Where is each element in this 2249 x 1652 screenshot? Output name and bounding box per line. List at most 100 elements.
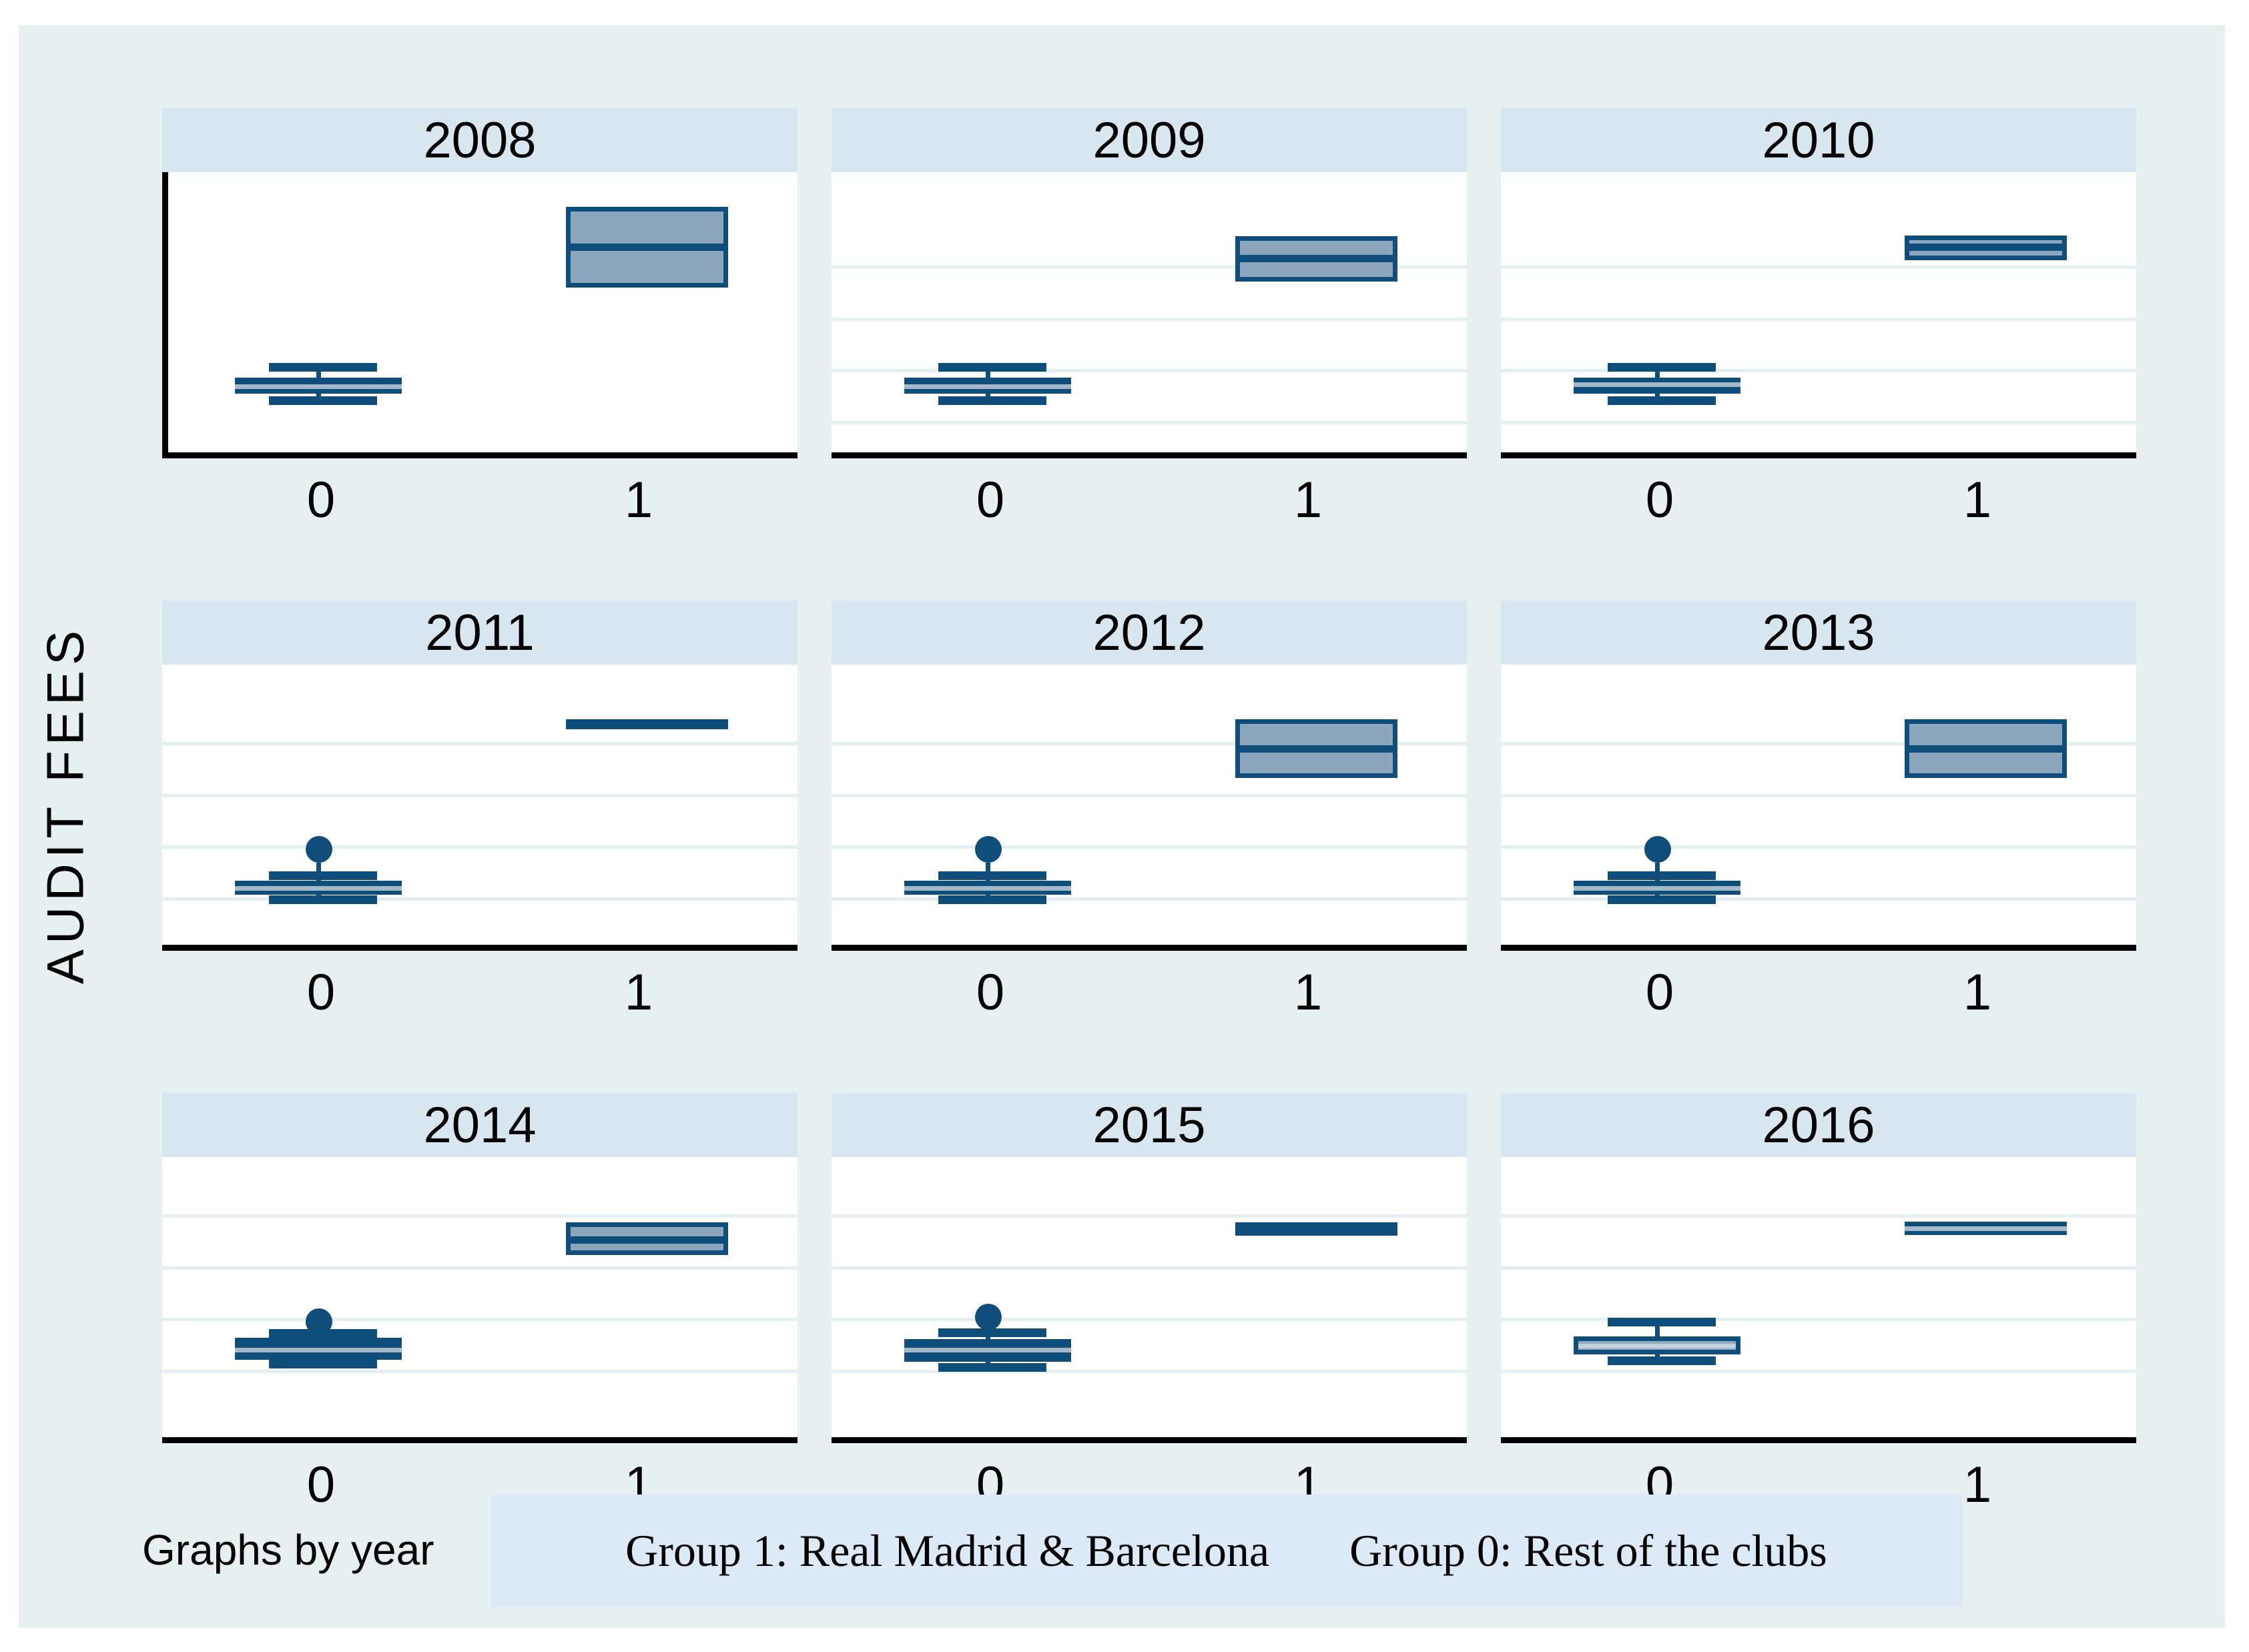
box-rect [235, 378, 402, 394]
gridline [832, 1370, 1467, 1373]
x-tick-label: 0 [976, 964, 1005, 1021]
panel-header: 2008 [162, 108, 797, 172]
panel-2013: 2013 0 1 [1501, 600, 2136, 1045]
median-line [904, 1348, 1071, 1352]
whisker-cap-bottom [938, 1363, 1046, 1372]
median-line [1240, 255, 1393, 262]
panel-2011: 2011 0 1 [162, 600, 797, 1045]
panel-2015: 2015 0 1 [832, 1093, 1467, 1537]
figure-background: AUDIT FEES 2008 0 1 2009 0 1 2010 0 1 2011 0 1 2012 0… [19, 25, 2225, 1628]
panel-2012: 2012 0 1 [832, 600, 1467, 1045]
plot-area [832, 172, 1467, 452]
panel-header: 2010 [1501, 108, 2136, 172]
x-tick-label: 0 [306, 1457, 336, 1513]
y-axis-line [162, 172, 168, 458]
gridline [832, 266, 1467, 269]
gridline [162, 1318, 797, 1321]
panel-2008: 2008 0 1 [162, 108, 797, 552]
whisker-cap-bottom [269, 895, 377, 904]
whisker-cap-bottom [269, 396, 377, 405]
median-line [571, 1236, 723, 1244]
median-line [1905, 1226, 2067, 1231]
outlier-dot [1644, 836, 1671, 863]
plot-area [1501, 172, 2136, 452]
median-line [1578, 1344, 1736, 1348]
gridline [832, 318, 1467, 321]
x-tick-label: 1 [1963, 472, 1992, 528]
panel-2016: 2016 0 1 [1501, 1093, 2136, 1537]
gridline [1501, 1266, 2136, 1270]
x-tick-label: 0 [306, 472, 336, 528]
x-tick-label: 1 [624, 472, 653, 528]
box-rect [566, 719, 728, 729]
outlier-dot [975, 836, 1002, 863]
gridline [1501, 318, 2136, 321]
panel-header: 2014 [162, 1093, 797, 1157]
box-rect [566, 1222, 728, 1255]
panel-header: 2015 [832, 1093, 1467, 1157]
outlier-dot [306, 1308, 332, 1335]
gridline [162, 794, 797, 797]
x-axis-line [162, 1437, 797, 1443]
median-line [571, 244, 723, 251]
outlier-stem [316, 863, 321, 875]
whisker-cap-bottom [938, 895, 1046, 904]
plot-area [1501, 665, 2136, 945]
y-axis-title: AUDIT FEES [35, 625, 95, 984]
whisker-cap-top [938, 363, 1046, 372]
legend-note-box: Group 1: Real Madrid & Barcelona Group 0… [491, 1495, 1962, 1607]
median-line [235, 1348, 402, 1352]
gridline [1501, 1370, 2136, 1373]
plot-area [832, 665, 1467, 945]
box-rect [1235, 236, 1397, 282]
box-rect [1905, 1222, 2067, 1235]
x-tick-label: 1 [624, 964, 653, 1021]
box-rect [904, 881, 1071, 895]
gridline [162, 897, 797, 901]
box-rect [235, 1338, 402, 1360]
gridline [832, 369, 1467, 372]
median-line [1240, 745, 1393, 753]
panel-2014: 2014 0 1 [162, 1093, 797, 1537]
whisker-cap-top [1608, 1318, 1716, 1326]
plot-area [162, 665, 797, 945]
whisker-cap-top [1608, 871, 1716, 880]
whisker-cap-top [269, 363, 377, 372]
gridline [832, 794, 1467, 797]
gridline [162, 742, 797, 745]
box-rect [1574, 378, 1740, 394]
gridline [832, 421, 1467, 424]
panel-header: 2009 [832, 108, 1467, 172]
box-rect [1235, 1222, 1397, 1236]
facet-caption: Graphs by year [142, 1526, 434, 1574]
legend-group0-label: Group 0: Rest of the clubs [1349, 1525, 1827, 1576]
x-axis-line [832, 945, 1467, 951]
plot-area [162, 172, 797, 458]
box-rect [1905, 719, 2067, 778]
plot-area [162, 1157, 797, 1437]
median-line [1574, 886, 1740, 891]
gridline [832, 897, 1467, 901]
gridline [1501, 794, 2136, 797]
x-tick-label: 0 [1645, 472, 1674, 528]
gridline [1501, 897, 2136, 901]
outlier-stem [986, 863, 990, 875]
box-rect [904, 1339, 1071, 1362]
median-line [235, 886, 402, 891]
panel-header: 2012 [832, 600, 1467, 665]
gridline [832, 742, 1467, 745]
gridline [832, 1318, 1467, 1321]
gridline [1501, 421, 2136, 424]
whisker-cap-top [938, 1328, 1046, 1337]
gridline [1501, 1318, 2136, 1321]
whisker-cap-bottom [269, 1360, 377, 1368]
whisker-cap-bottom [938, 396, 1046, 405]
x-tick-label: 1 [1293, 472, 1323, 528]
x-axis-line [832, 452, 1467, 458]
whisker-cap-top [269, 871, 377, 880]
whisker-cap-bottom [1608, 895, 1716, 904]
